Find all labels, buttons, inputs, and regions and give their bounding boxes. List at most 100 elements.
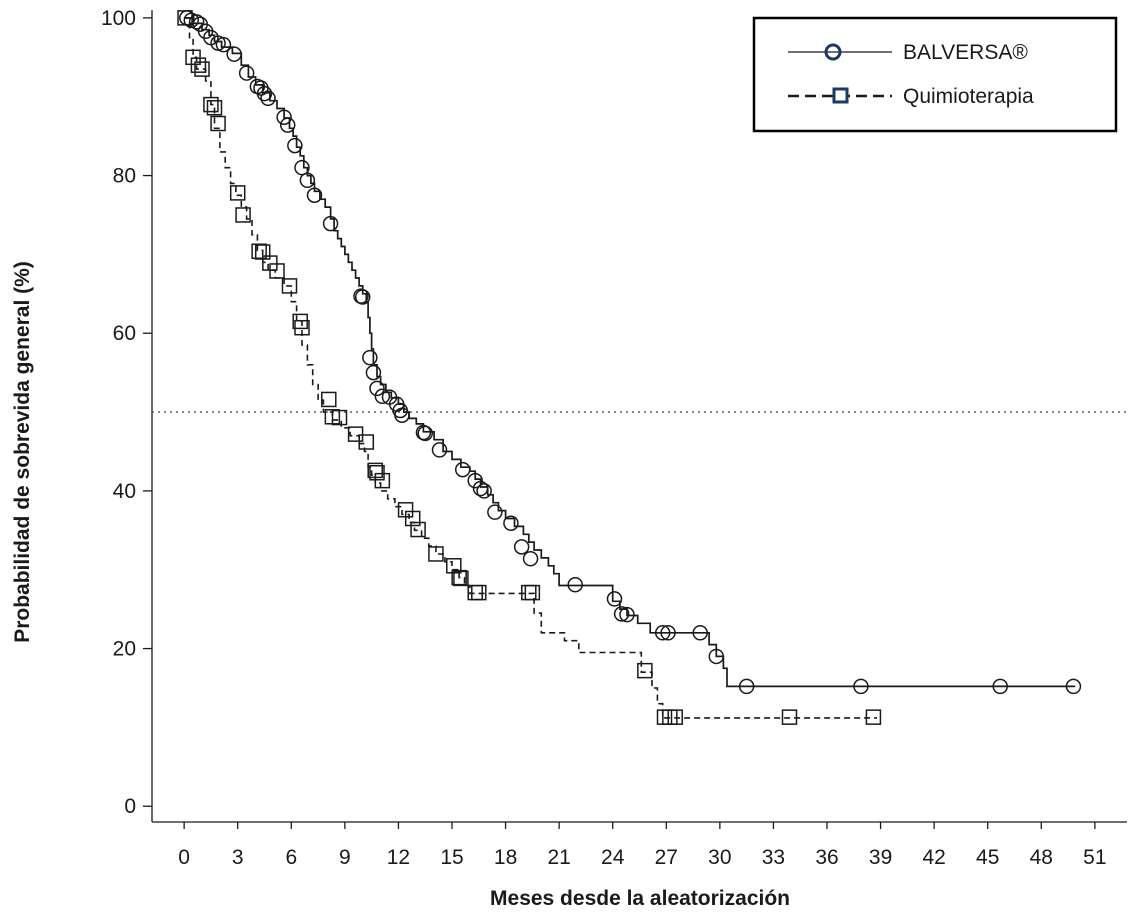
x-tick-label: 9 <box>339 846 351 869</box>
censor-mark-balversa <box>260 90 276 107</box>
censor-mark-quimioterapia <box>428 546 444 562</box>
censor-mark-balversa <box>365 364 382 381</box>
censor-mark-quimioterapia <box>206 100 223 116</box>
axes-layer: 0 3 6 9 12 15 18 21 24 27 30 33 36 39 42 45 48 5102040608… <box>101 7 1127 869</box>
censor-mark-quimioterapia <box>177 10 193 26</box>
x-tick-label: 36 <box>815 846 838 869</box>
censor-mark-balversa <box>417 425 433 442</box>
censor-mark-balversa <box>215 36 232 53</box>
censor-mark-balversa <box>226 46 242 62</box>
censor-mark-quimioterapia <box>294 319 310 336</box>
y-axis-title: Probabilidad de sobrevida general (%) <box>11 261 34 643</box>
censor-mark-balversa <box>992 678 1008 695</box>
censor-mark-balversa <box>188 14 205 30</box>
legend-label-balversa: BALVERSA® <box>903 41 1028 64</box>
censor-mark-quimioterapia <box>404 510 421 527</box>
censor-mark-quimioterapia <box>194 61 210 77</box>
x-tick-label: 24 <box>601 846 625 869</box>
x-tick-label: 3 <box>232 846 244 869</box>
censor-mark-quimioterapia <box>471 584 487 601</box>
y-tick-label: 80 <box>113 165 136 188</box>
censor-mark-balversa <box>454 461 471 478</box>
censor-mark-quimioterapia <box>410 521 426 538</box>
censor-mark-quimioterapia <box>451 569 467 586</box>
legend-item-balversa: BALVERSA® <box>788 41 1028 64</box>
x-tick-label: 51 <box>1083 846 1106 869</box>
legend-square-marker-icon <box>832 87 849 104</box>
x-tick-label: 12 <box>387 846 410 869</box>
censor-mark-balversa <box>369 380 385 397</box>
x-tick-label: 6 <box>285 846 297 869</box>
censor-mark-balversa <box>487 504 503 520</box>
censor-mark-balversa <box>476 483 492 499</box>
x-tick-label: 30 <box>708 846 731 869</box>
censor-mark-balversa <box>708 648 725 665</box>
censor-mark-balversa <box>354 289 371 305</box>
x-tick-label: 33 <box>762 846 785 869</box>
censor-mark-quimioterapia <box>229 185 246 201</box>
x-tick-label: 48 <box>1030 846 1053 869</box>
censor-mark-balversa <box>431 442 448 458</box>
censor-mark-balversa <box>567 576 583 593</box>
censor-mark-balversa <box>513 539 530 555</box>
x-tick-label: 39 <box>869 846 892 869</box>
censor-mark-quimioterapia <box>524 584 541 601</box>
legend-circle-marker-icon <box>824 43 842 61</box>
x-tick-label: 15 <box>440 846 463 869</box>
censor-mark-balversa <box>619 606 635 623</box>
x-tick-label: 27 <box>655 846 678 869</box>
censor-mark-quimioterapia <box>781 709 798 725</box>
censor-mark-balversa <box>279 117 296 133</box>
censor-mark-quimioterapia <box>190 57 207 73</box>
censor-mark-balversa <box>606 591 623 607</box>
x-tick-label: 42 <box>922 846 945 869</box>
censor-mark-balversa <box>294 159 310 176</box>
censor-mark-quimioterapia <box>667 709 683 725</box>
censor-mark-balversa <box>738 678 755 695</box>
censor-mark-balversa <box>287 137 303 154</box>
censor-mark-quimioterapia <box>210 115 226 132</box>
legend-box <box>752 16 1118 133</box>
censor-mark-quimioterapia <box>251 243 267 259</box>
censor-mark-balversa <box>613 606 630 622</box>
censor-mark-balversa <box>322 215 339 232</box>
y-tick-label: 20 <box>113 638 136 661</box>
censor-mark-quimioterapia <box>347 426 364 442</box>
censor-mark-quimioterapia <box>374 472 391 489</box>
censor-mark-balversa <box>522 550 539 567</box>
censor-mark-quimioterapia <box>637 662 653 679</box>
censor-mark-quimioterapia <box>269 263 285 279</box>
x-tick-label: 45 <box>976 846 999 869</box>
censor-mark-quimioterapia <box>521 584 537 601</box>
y-tick-label: 40 <box>113 480 136 503</box>
censor-mark-balversa <box>299 172 316 189</box>
censor-mark-balversa <box>654 625 671 641</box>
censor-mark-quimioterapia <box>369 465 385 481</box>
y-tick-label: 60 <box>113 322 136 345</box>
x-tick-label: 21 <box>547 846 570 869</box>
censor-mark-quimioterapia <box>358 434 375 450</box>
censor-mark-balversa <box>374 388 391 405</box>
censor-mark-quimioterapia <box>453 570 469 587</box>
x-axis-title: Meses desde la aleatorización <box>490 887 790 910</box>
censor-mark-balversa <box>276 109 292 125</box>
censor-mark-quimioterapia <box>321 391 337 408</box>
censor-mark-balversa <box>692 625 708 641</box>
censor-mark-balversa <box>503 515 519 531</box>
x-tick-label: 0 <box>178 846 190 869</box>
censor-mark-balversa <box>362 349 378 366</box>
y-tick-label: 100 <box>101 7 136 30</box>
censor-mark-balversa <box>853 678 869 695</box>
censor-mark-quimioterapia <box>281 278 298 294</box>
legend: BALVERSA® Quimioterapia <box>752 16 1118 133</box>
censor-mark-quimioterapia <box>203 96 219 113</box>
censor-mark-balversa <box>256 85 273 102</box>
censor-mark-quimioterapia <box>331 409 348 426</box>
censor-mark-balversa <box>467 472 483 489</box>
censor-mark-balversa <box>238 65 255 81</box>
y-tick-label: 0 <box>124 795 136 818</box>
censor-mark-balversa <box>472 480 489 497</box>
censor-mark-quimioterapia <box>235 207 251 223</box>
